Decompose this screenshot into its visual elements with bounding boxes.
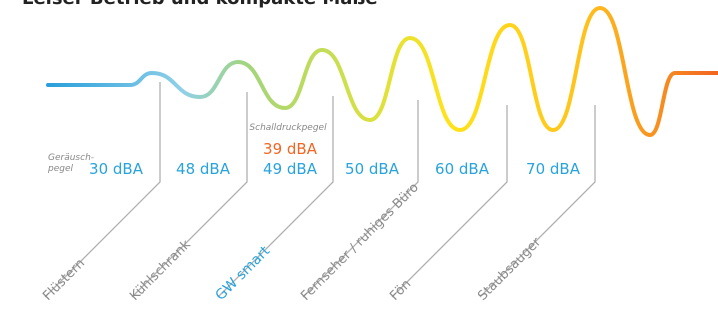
level-label: 50 dBA xyxy=(345,160,400,178)
pressure-label: Schalldruckpegel xyxy=(249,123,327,133)
level-label: 48 dBA xyxy=(176,160,231,178)
divider xyxy=(131,92,248,298)
noise-label: pegel xyxy=(47,164,74,174)
noise-label: Geräusch- xyxy=(48,153,94,163)
labels: 30 dBA 48 dBA 49 dBA 50 dBA 60 dBA 70 dBA Flüs… xyxy=(40,160,580,304)
source-label: Staubsauger xyxy=(475,235,544,304)
sound-wave xyxy=(46,5,718,138)
divider xyxy=(302,100,419,298)
divider xyxy=(44,82,161,298)
divider xyxy=(391,105,508,298)
source-label: Flüstern xyxy=(40,256,88,304)
dividers xyxy=(44,82,596,298)
divider xyxy=(479,105,596,298)
level-label: 60 dBA xyxy=(435,160,490,178)
source-label: Fön xyxy=(387,277,414,304)
source-label: Kühlschrank xyxy=(127,237,194,304)
level-label: 49 dBA xyxy=(263,160,318,178)
level-label: 30 dBA xyxy=(89,160,144,178)
divider xyxy=(217,96,334,298)
title: Leiser Betrieb und kompakte Maße xyxy=(22,0,378,9)
source-label: GW smart xyxy=(213,243,274,304)
pressure-value: 39 dBA xyxy=(263,140,318,158)
level-label: 70 dBA xyxy=(526,160,581,178)
